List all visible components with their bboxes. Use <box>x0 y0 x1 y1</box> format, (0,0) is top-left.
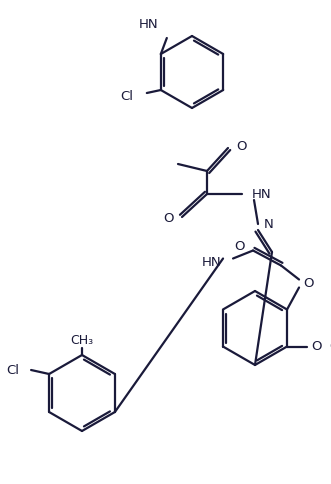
Text: O: O <box>164 212 174 226</box>
Text: HN: HN <box>252 187 272 200</box>
Text: CH₃: CH₃ <box>71 334 94 348</box>
Text: O: O <box>236 139 247 152</box>
Text: HN: HN <box>202 256 221 269</box>
Text: O: O <box>303 277 313 290</box>
Text: N: N <box>264 217 274 230</box>
Text: Cl: Cl <box>120 90 133 103</box>
Text: CH₃: CH₃ <box>329 340 331 353</box>
Text: HN: HN <box>139 17 159 30</box>
Text: O: O <box>311 340 321 353</box>
Text: O: O <box>235 240 245 253</box>
Text: Cl: Cl <box>6 363 19 377</box>
